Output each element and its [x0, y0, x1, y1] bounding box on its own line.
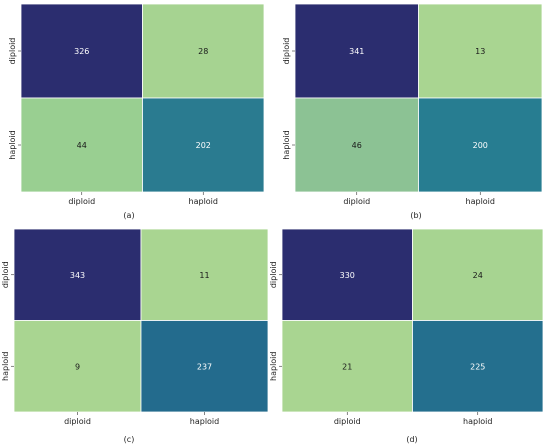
heatmap-cell — [142, 3, 265, 99]
x-tick-label: haploid — [466, 197, 495, 206]
heatmap-cell — [412, 228, 544, 321]
y-tick-label: diploid — [1, 261, 10, 288]
heatmap-cell — [418, 97, 543, 193]
cell-value-label: 11 — [199, 271, 209, 280]
cell-value-label: 202 — [196, 141, 211, 150]
heatmap-cell — [281, 320, 413, 413]
heatmap-cell — [140, 320, 269, 413]
heatmap-cell — [281, 228, 413, 321]
y-tick-label: haploid — [269, 352, 278, 381]
heatmap-panel-d: (d) 330 24 21 225 diploid haploid diploid haplo… — [269, 228, 544, 444]
cell-value-label: 330 — [340, 271, 355, 280]
cell-value-label: 24 — [473, 271, 483, 280]
y-tick-label: diploid — [8, 38, 17, 65]
x-tick-label: haploid — [190, 417, 219, 426]
heatmap-cell — [142, 97, 265, 193]
panel-caption: (d) — [406, 435, 417, 444]
x-tick-label: diploid — [343, 197, 370, 206]
cell-value-label: 326 — [74, 47, 89, 56]
panel-caption: (b) — [410, 211, 421, 220]
x-tick-label: haploid — [463, 417, 492, 426]
cell-value-label: 341 — [349, 47, 364, 56]
heatmap-panel-c: (c) 343 11 9 237 diploid haploid diploid haploi… — [1, 228, 269, 444]
y-tick-label: diploid — [282, 38, 291, 65]
cell-value-label: 21 — [342, 362, 352, 371]
x-tick-label: haploid — [189, 197, 218, 206]
cell-value-label: 343 — [70, 271, 85, 280]
cell-value-label: 44 — [77, 141, 87, 150]
y-tick-label: haploid — [1, 352, 10, 381]
x-tick-label: diploid — [68, 197, 95, 206]
heatmap-cell — [412, 320, 544, 413]
cell-value-label: 200 — [473, 141, 488, 150]
heatmap-cell — [140, 228, 269, 321]
panel-caption: (a) — [123, 211, 134, 220]
heatmap-cell — [294, 97, 419, 193]
heatmap-cell — [20, 3, 143, 99]
heatmap-panel-a: (a) 326 28 44 202 diploid haploid diploid haplo… — [8, 3, 265, 220]
x-tick-label: diploid — [64, 417, 91, 426]
cell-value-label: 225 — [470, 362, 485, 371]
y-tick-label: haploid — [8, 130, 17, 159]
x-tick-label: diploid — [334, 417, 361, 426]
heatmap-cell — [418, 3, 543, 99]
cell-value-label: 28 — [198, 47, 208, 56]
y-tick-label: haploid — [282, 130, 291, 159]
heatmap-panel-b: (b) 341 13 46 200 diploid haploid diploid haplo… — [282, 3, 543, 220]
cell-value-label: 9 — [75, 362, 80, 371]
heatmap-cell — [20, 97, 143, 193]
y-tick-label: diploid — [269, 261, 278, 288]
cell-value-label: 46 — [352, 141, 362, 150]
panel-caption: (c) — [124, 435, 135, 444]
cell-value-label: 13 — [475, 47, 485, 56]
cell-value-label: 237 — [197, 362, 212, 371]
heatmap-cell — [13, 320, 142, 413]
